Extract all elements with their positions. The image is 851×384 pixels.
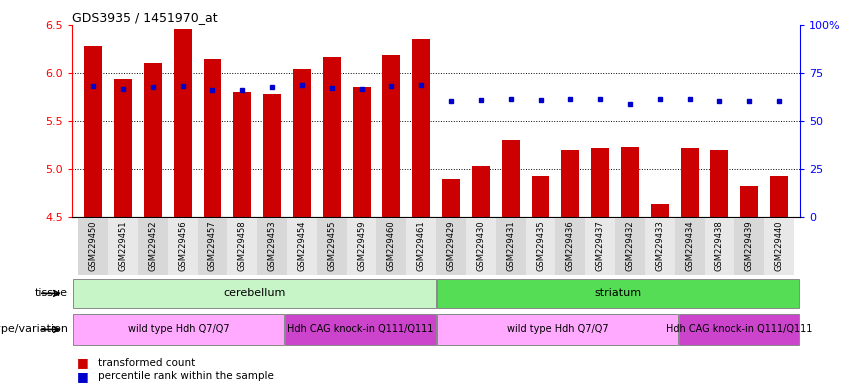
Bar bbox=[645, 218, 675, 275]
Bar bbox=[78, 218, 108, 275]
Bar bbox=[376, 218, 406, 275]
Text: ■: ■ bbox=[77, 370, 89, 383]
Bar bbox=[585, 218, 615, 275]
Bar bbox=[144, 63, 162, 217]
Bar bbox=[526, 218, 556, 275]
Text: GSM229431: GSM229431 bbox=[506, 220, 515, 271]
Text: GSM229460: GSM229460 bbox=[387, 220, 396, 271]
Bar bbox=[197, 218, 227, 275]
Text: GSM229458: GSM229458 bbox=[237, 220, 247, 271]
Bar bbox=[174, 29, 191, 217]
Bar bbox=[412, 40, 430, 217]
Bar bbox=[233, 92, 251, 217]
Bar bbox=[770, 176, 788, 217]
Bar bbox=[740, 186, 758, 217]
Bar bbox=[562, 150, 580, 217]
Text: GSM229434: GSM229434 bbox=[685, 220, 694, 271]
Text: GSM229457: GSM229457 bbox=[208, 220, 217, 271]
Text: Hdh CAG knock-in Q111/Q111: Hdh CAG knock-in Q111/Q111 bbox=[666, 324, 813, 334]
Bar bbox=[764, 218, 794, 275]
Text: GSM229437: GSM229437 bbox=[596, 220, 605, 271]
Bar bbox=[317, 218, 346, 275]
Bar bbox=[532, 176, 550, 217]
Bar bbox=[591, 148, 609, 217]
Bar bbox=[406, 218, 436, 275]
Text: GSM229451: GSM229451 bbox=[118, 220, 128, 271]
Text: GSM229459: GSM229459 bbox=[357, 220, 366, 271]
Text: GSM229454: GSM229454 bbox=[298, 220, 306, 271]
Bar bbox=[711, 150, 728, 217]
Bar bbox=[323, 57, 340, 217]
Text: GSM229453: GSM229453 bbox=[267, 220, 277, 271]
Text: wild type Hdh Q7/Q7: wild type Hdh Q7/Q7 bbox=[128, 324, 229, 334]
Text: Hdh CAG knock-in Q111/Q111: Hdh CAG knock-in Q111/Q111 bbox=[287, 324, 433, 334]
Text: GDS3935 / 1451970_at: GDS3935 / 1451970_at bbox=[72, 11, 218, 24]
Text: GSM229450: GSM229450 bbox=[89, 220, 98, 271]
Text: striatum: striatum bbox=[595, 288, 642, 298]
Text: wild type Hdh Q7/Q7: wild type Hdh Q7/Q7 bbox=[506, 324, 608, 334]
Text: ■: ■ bbox=[77, 356, 89, 369]
Text: genotype/variation: genotype/variation bbox=[0, 324, 68, 334]
Text: tissue: tissue bbox=[35, 288, 68, 298]
Bar bbox=[285, 314, 436, 345]
Text: GSM229429: GSM229429 bbox=[447, 220, 455, 271]
Bar bbox=[203, 59, 221, 217]
Text: GSM229433: GSM229433 bbox=[655, 220, 665, 271]
Bar bbox=[346, 218, 376, 275]
Text: GSM229430: GSM229430 bbox=[477, 220, 485, 271]
Text: GSM229439: GSM229439 bbox=[745, 220, 754, 271]
Bar bbox=[168, 218, 197, 275]
Bar bbox=[615, 218, 645, 275]
Text: GSM229461: GSM229461 bbox=[417, 220, 426, 271]
Text: GSM229456: GSM229456 bbox=[178, 220, 187, 271]
Bar bbox=[466, 218, 496, 275]
Bar bbox=[502, 140, 520, 217]
Bar bbox=[651, 204, 669, 217]
Bar bbox=[73, 279, 436, 308]
Text: GSM229432: GSM229432 bbox=[625, 220, 635, 271]
Text: GSM229436: GSM229436 bbox=[566, 220, 574, 271]
Bar bbox=[681, 148, 699, 217]
Bar bbox=[621, 147, 639, 217]
Bar bbox=[496, 218, 526, 275]
Bar bbox=[108, 218, 138, 275]
Bar bbox=[257, 218, 287, 275]
Bar bbox=[73, 314, 284, 345]
Bar bbox=[436, 218, 466, 275]
Bar bbox=[84, 46, 102, 217]
Bar bbox=[734, 218, 764, 275]
Bar bbox=[263, 94, 281, 217]
Text: transformed count: transformed count bbox=[98, 358, 195, 368]
Text: GSM229438: GSM229438 bbox=[715, 220, 724, 271]
Bar bbox=[705, 218, 734, 275]
Text: GSM229452: GSM229452 bbox=[148, 220, 157, 271]
Text: GSM229435: GSM229435 bbox=[536, 220, 545, 271]
Bar bbox=[437, 314, 678, 345]
Bar bbox=[443, 179, 460, 217]
Bar bbox=[675, 218, 705, 275]
Text: percentile rank within the sample: percentile rank within the sample bbox=[98, 371, 274, 381]
Text: GSM229440: GSM229440 bbox=[774, 220, 784, 271]
Text: cerebellum: cerebellum bbox=[223, 288, 285, 298]
Bar bbox=[138, 218, 168, 275]
Bar bbox=[293, 69, 311, 217]
Bar bbox=[352, 88, 370, 217]
Bar bbox=[437, 279, 799, 308]
Text: GSM229455: GSM229455 bbox=[328, 220, 336, 271]
Bar bbox=[382, 55, 400, 217]
Bar bbox=[114, 79, 132, 217]
Bar bbox=[679, 314, 799, 345]
Bar bbox=[287, 218, 317, 275]
Bar bbox=[556, 218, 585, 275]
Bar bbox=[227, 218, 257, 275]
Bar bbox=[472, 166, 490, 217]
